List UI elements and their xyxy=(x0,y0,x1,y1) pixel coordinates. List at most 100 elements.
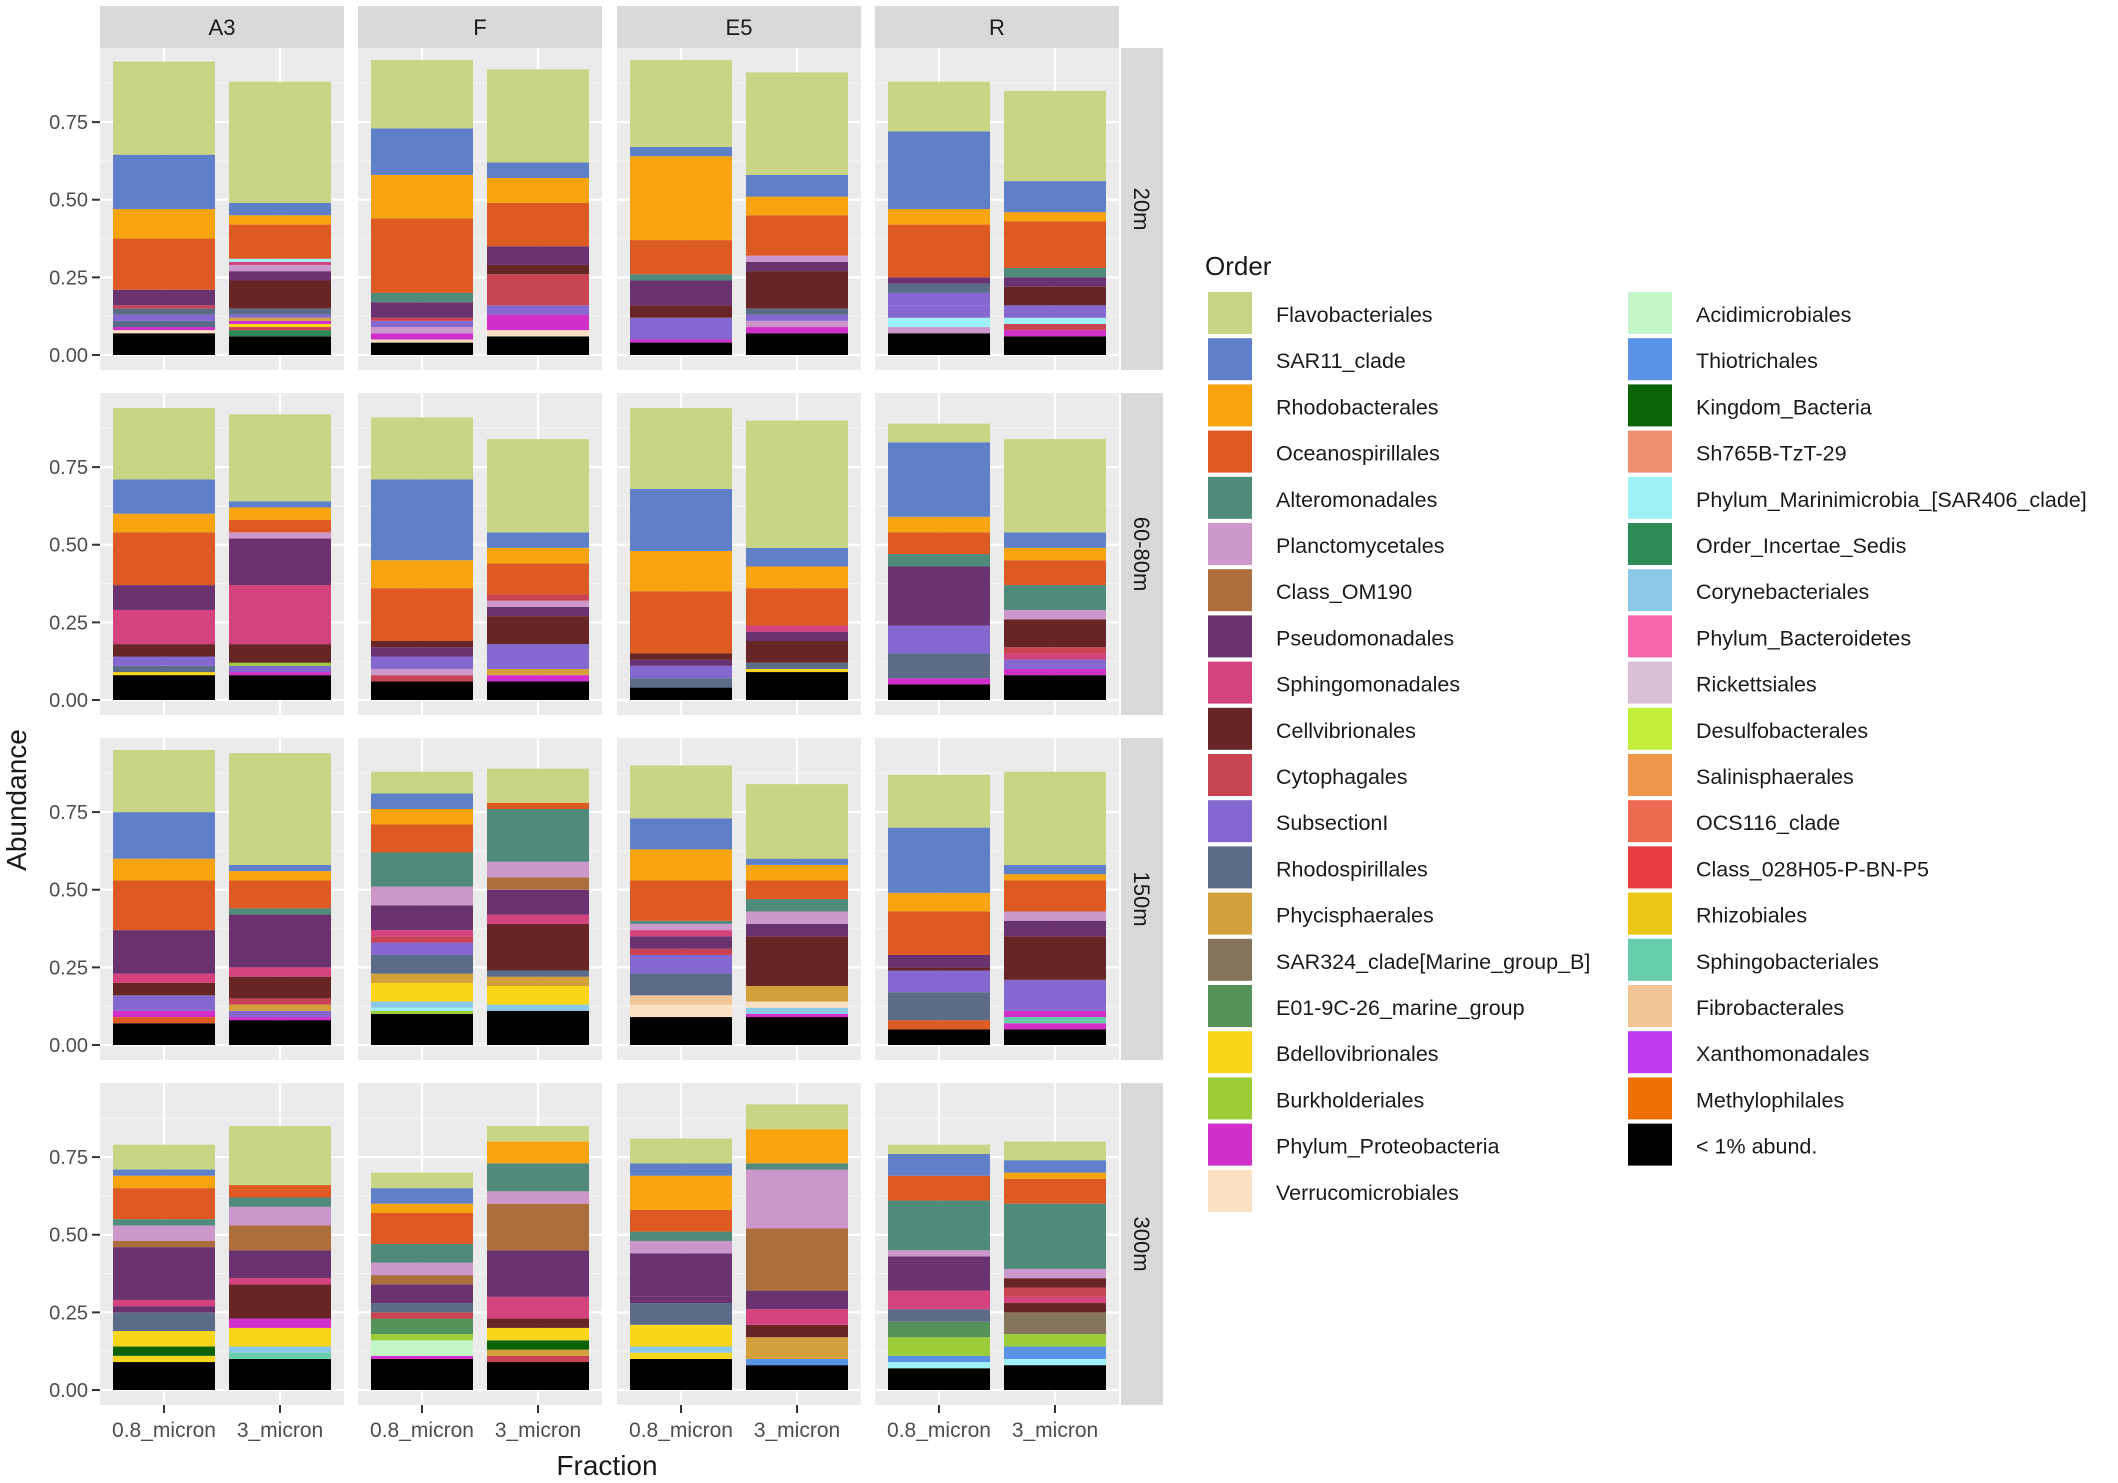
legend-key xyxy=(1628,615,1672,658)
bar-segment xyxy=(113,1362,215,1390)
bar-A3-20m-3_micron xyxy=(229,81,331,355)
bar-segment xyxy=(1004,1346,1106,1359)
bar-segment xyxy=(888,1337,990,1356)
bar-segment xyxy=(1004,920,1106,937)
bar-segment xyxy=(229,336,331,355)
bar-segment xyxy=(630,659,732,666)
bar-segment xyxy=(1004,1141,1106,1161)
bar-segment xyxy=(487,246,589,265)
bar-segment xyxy=(1004,181,1106,213)
legend-item: Corynebacteriales xyxy=(1628,569,1869,612)
bar-segment xyxy=(1004,936,1106,980)
bar-segment xyxy=(229,864,331,872)
bar-segment xyxy=(229,976,331,999)
bar-segment xyxy=(1004,1278,1106,1288)
legend-item: Flavobacteriales xyxy=(1208,292,1433,334)
bar-segment xyxy=(630,1240,732,1254)
bar-segment xyxy=(630,995,732,1005)
bar-segment xyxy=(630,1303,732,1325)
bar-segment xyxy=(113,209,215,239)
bar-segment xyxy=(229,871,331,881)
legend-item: SAR11_clade xyxy=(1208,338,1406,381)
bar-segment xyxy=(487,606,589,617)
bar-segment xyxy=(1004,212,1106,222)
bar-segment xyxy=(487,314,589,331)
bar-segment xyxy=(229,261,331,265)
bar-R-20m-0.8_micron xyxy=(888,81,990,355)
legend-label: Planctomycetales xyxy=(1276,534,1445,558)
bar-segment xyxy=(229,258,331,262)
bar-segment xyxy=(113,1346,215,1356)
bar-segment xyxy=(888,1290,990,1310)
bar-segment xyxy=(113,995,215,1011)
legend-label: Kingdom_Bacteria xyxy=(1696,395,1872,419)
y-tick-label: 0.25 xyxy=(49,612,88,634)
y-tick-label: 0.00 xyxy=(49,345,88,367)
bar-segment xyxy=(630,973,732,996)
bar-A3-20m-0.8_micron xyxy=(113,61,215,355)
legend-item: Alteromonadales xyxy=(1208,476,1437,519)
bar-segment xyxy=(371,1358,473,1390)
bar-segment xyxy=(746,196,848,216)
bar-segment xyxy=(229,271,331,281)
bar-segment xyxy=(1004,1172,1106,1179)
bar-segment xyxy=(113,1219,215,1226)
bar-segment xyxy=(746,668,848,673)
row-strip-label: 300m xyxy=(1129,1216,1154,1271)
bar-A3-60-80m-3_micron xyxy=(229,414,331,700)
bar-segment xyxy=(371,317,473,321)
bar-segment xyxy=(746,1228,848,1291)
legend-item: Burkholderiales xyxy=(1208,1077,1424,1120)
legend-label: Methylophilales xyxy=(1696,1088,1844,1112)
legend-label: OCS116_clade xyxy=(1696,811,1840,835)
bar-E5-150m-3_micron xyxy=(746,784,848,1045)
legend-label: Phycisphaerales xyxy=(1276,904,1434,928)
bar-segment xyxy=(1004,874,1106,881)
legend-key xyxy=(1208,569,1252,612)
bar-segment xyxy=(113,1023,215,1045)
x-tick-label: 0.8_micron xyxy=(629,1419,733,1442)
bar-segment xyxy=(113,320,215,328)
bar-segment xyxy=(229,264,331,272)
bar-segment xyxy=(888,283,990,293)
legend-key xyxy=(1628,707,1672,750)
bar-segment xyxy=(888,1355,990,1363)
bar-segment xyxy=(113,1017,215,1024)
bar-segment xyxy=(487,162,589,178)
legend-key xyxy=(1628,985,1672,1027)
bar-segment xyxy=(888,774,990,828)
bar-segment xyxy=(371,1010,473,1014)
bar-segment xyxy=(746,1129,848,1164)
bar-segment xyxy=(888,1362,990,1369)
bar-segment xyxy=(371,809,473,825)
legend-key xyxy=(1208,892,1252,935)
legend-item: Cytophagales xyxy=(1208,754,1407,796)
bar-segment xyxy=(113,479,215,514)
legend-label: E01-9C-26_marine_group xyxy=(1276,996,1525,1020)
bar-segment xyxy=(630,1138,732,1164)
bar-R-300m-3_micron xyxy=(1004,1141,1106,1390)
bar-segment xyxy=(371,668,473,676)
legend-item: Sh765B-TzT-29 xyxy=(1628,430,1847,473)
legend-item: Oceanospirillales xyxy=(1208,430,1440,473)
y-tick-label: 0.25 xyxy=(49,957,88,979)
bar-segment xyxy=(229,665,331,673)
bar-segment xyxy=(229,967,331,977)
bar-segment xyxy=(229,1352,331,1359)
bar-segment xyxy=(487,889,589,915)
bar-F-20m-0.8_micron xyxy=(371,60,473,355)
bar-segment xyxy=(746,255,848,262)
bar-segment xyxy=(371,1312,473,1319)
legend-key xyxy=(1628,892,1672,935)
bar-segment xyxy=(113,305,215,309)
bar-segment xyxy=(371,1340,473,1356)
bar-segment xyxy=(630,1253,732,1297)
y-tick-label: 0.75 xyxy=(49,457,88,479)
bar-segment xyxy=(113,1010,215,1018)
bar-segment xyxy=(487,178,589,203)
bar-segment xyxy=(630,818,732,850)
bar-segment xyxy=(371,292,473,303)
bar-segment xyxy=(888,1029,990,1045)
legend-label: SubsectionI xyxy=(1276,811,1388,835)
